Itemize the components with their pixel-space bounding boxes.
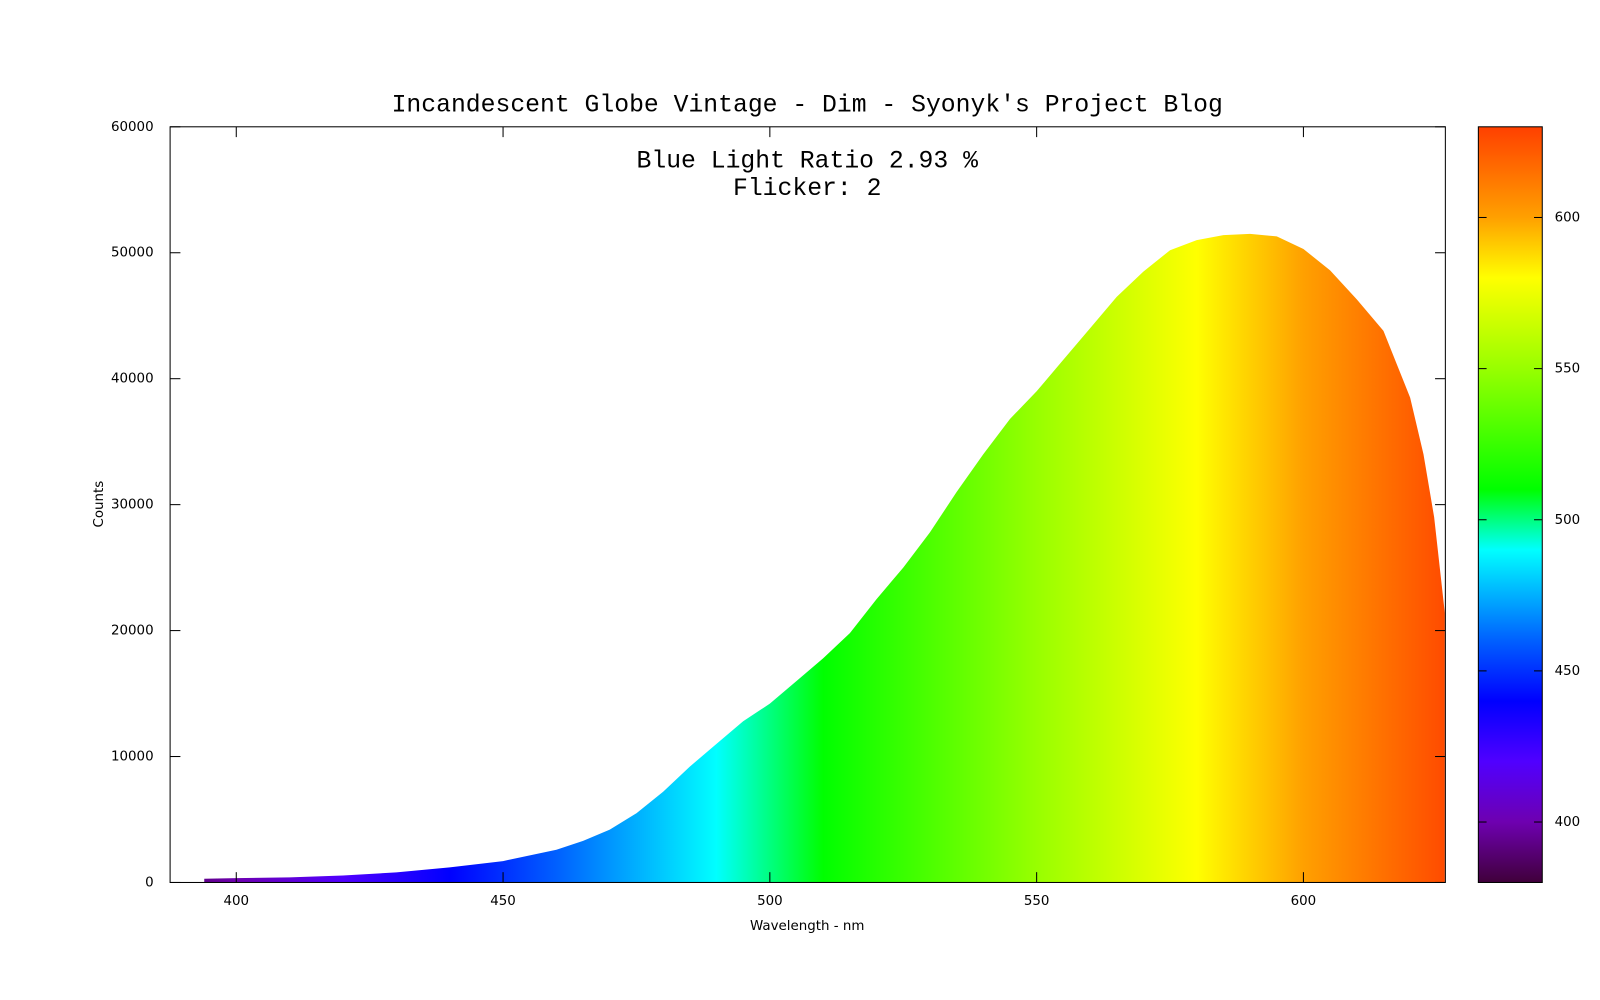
x-tick-label: 400	[223, 894, 249, 909]
x-tick-label: 550	[1024, 894, 1050, 909]
annotation: Flicker: 2	[733, 175, 881, 203]
x-axis-label: Wavelength - nm	[750, 919, 864, 934]
spectrum-area	[204, 233, 1445, 883]
y-axis-label: Counts	[92, 481, 107, 528]
y-tick-label: 40000	[111, 372, 154, 387]
y-tick-label: 0	[145, 875, 154, 890]
y-tick-label: 10000	[111, 750, 154, 765]
y-tick-label: 50000	[111, 246, 154, 261]
y-tick-label: 20000	[111, 624, 154, 639]
y-tick-label: 60000	[111, 120, 154, 135]
annotation: Blue Light Ratio 2.93 %	[637, 147, 979, 175]
x-tick-label: 450	[490, 894, 516, 909]
x-tick-label: 600	[1291, 894, 1317, 909]
colorbar-tick-label: 550	[1555, 362, 1581, 377]
colorbar-tick-label: 450	[1555, 664, 1581, 679]
colorbar-tick-label: 500	[1555, 513, 1581, 528]
colorbar-tick-label: 600	[1555, 210, 1581, 225]
y-tick-label: 30000	[111, 498, 154, 513]
colorbar-tick-label: 400	[1555, 815, 1581, 830]
colorbar	[1477, 126, 1543, 883]
x-tick-label: 500	[757, 894, 783, 909]
chart-title: Incandescent Globe Vintage - Dim - Syony…	[392, 92, 1223, 120]
